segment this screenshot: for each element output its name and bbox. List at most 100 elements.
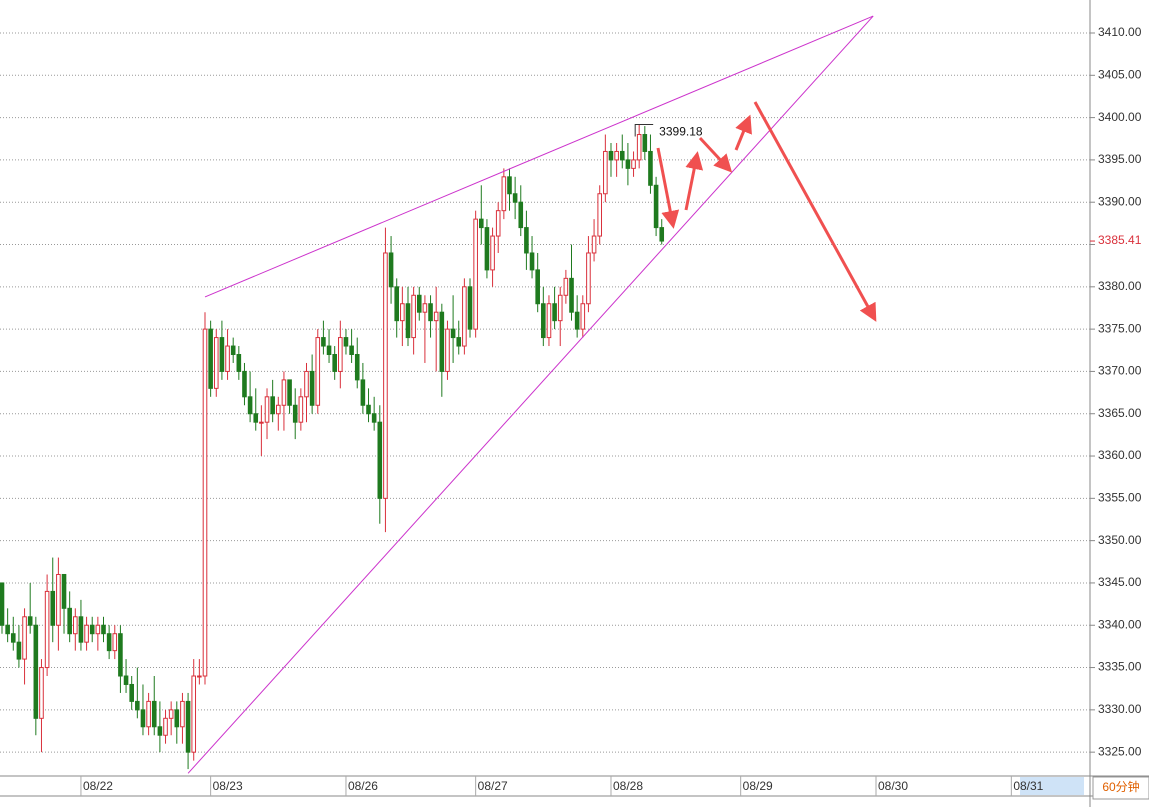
candle-body	[242, 370, 247, 398]
candle-body	[84, 624, 89, 643]
candle-body	[112, 633, 118, 652]
candle-body	[247, 396, 253, 415]
candle-body	[467, 286, 473, 330]
candle-body	[422, 303, 428, 313]
candle-body	[371, 413, 377, 423]
candle-body	[44, 590, 50, 669]
candle-body	[16, 641, 22, 660]
candle-body	[10, 633, 16, 643]
high-label: 3399.18	[659, 125, 703, 139]
candle-body	[552, 303, 557, 322]
y-tick-label: 3370.00	[1098, 364, 1142, 378]
candle-body	[5, 624, 10, 635]
candle-body	[366, 404, 371, 415]
period-box	[1092, 776, 1149, 800]
candle-body	[287, 379, 292, 406]
candle-body	[394, 286, 400, 322]
candle-body	[614, 150, 619, 161]
candle-body	[321, 337, 326, 347]
last-price-bg	[1096, 233, 1148, 250]
candle-body	[225, 345, 230, 372]
x-tick-label: 08/28	[613, 779, 643, 793]
candle-body	[22, 616, 27, 660]
candle-body	[625, 159, 631, 169]
y-tick-label: 3400.00	[1098, 110, 1142, 124]
candle-body	[236, 354, 242, 372]
candle-body	[197, 675, 202, 678]
candle-body	[67, 607, 72, 635]
candle-body	[349, 345, 354, 356]
candle-body	[259, 421, 264, 424]
candle-body	[343, 337, 349, 347]
candle-body	[180, 700, 185, 728]
candle-body	[146, 700, 151, 728]
candle-body	[326, 345, 332, 356]
candle-body	[383, 252, 388, 499]
candle-body	[163, 717, 168, 736]
candle-body	[135, 700, 140, 711]
candle-body	[597, 193, 603, 237]
candle-body	[416, 294, 422, 313]
candle-body	[608, 150, 614, 161]
candle-body	[101, 624, 106, 635]
candle-body	[253, 413, 259, 423]
candle-body	[642, 134, 648, 152]
candle-body	[292, 404, 298, 423]
candle-body	[354, 354, 360, 381]
candle-body	[563, 277, 569, 296]
trendline	[187, 15, 874, 774]
candle-body	[0, 582, 5, 626]
candle-body	[648, 150, 653, 186]
candle-body	[450, 328, 456, 339]
candle-body	[456, 337, 462, 347]
candle-body	[529, 252, 535, 271]
candle-body	[168, 709, 174, 719]
candle-body	[524, 227, 529, 254]
candle-body	[275, 404, 281, 415]
y-tick-label: 3375.00	[1098, 321, 1142, 335]
candle-body	[315, 337, 321, 406]
arrow	[734, 114, 752, 151]
candle-body	[445, 328, 450, 372]
annotation-bracket	[634, 124, 654, 137]
candle-body	[33, 624, 39, 719]
candle-body	[338, 337, 343, 372]
y-tick-label: 3340.00	[1098, 617, 1142, 631]
candle-body	[462, 286, 467, 347]
candle-body	[586, 252, 591, 305]
candle-body	[185, 700, 191, 753]
candle-body	[270, 396, 275, 415]
trendline	[204, 15, 874, 298]
candle-body	[659, 227, 665, 242]
y-tick-label: 3360.00	[1098, 448, 1142, 462]
x-tick-label: 08/31	[1013, 779, 1043, 793]
candle-body	[304, 370, 309, 398]
candle-body	[332, 354, 337, 372]
candle-body	[400, 303, 405, 322]
candle-body	[388, 252, 394, 288]
candle-body	[219, 337, 225, 372]
y-tick-label: 3395.00	[1098, 152, 1142, 166]
candle-body	[213, 337, 219, 389]
arrow	[684, 151, 704, 211]
candle-body	[405, 303, 411, 339]
candle-body	[507, 176, 512, 195]
candle-body	[411, 294, 416, 339]
candle-body	[377, 421, 383, 499]
candle-body	[208, 328, 213, 389]
candle-body	[636, 134, 642, 161]
candle-body	[574, 311, 580, 330]
forecast-arrows	[656, 101, 877, 322]
candle-body	[484, 227, 490, 271]
last-price-label: 3385.41	[1098, 233, 1142, 247]
candle-body	[490, 235, 495, 271]
candle-body	[439, 311, 445, 372]
candle-body	[433, 311, 439, 322]
candle-body	[157, 726, 163, 736]
candle-body	[360, 379, 366, 406]
x-tick-label: 08/22	[83, 779, 113, 793]
candle-body	[61, 573, 67, 609]
candle-body	[39, 667, 44, 719]
